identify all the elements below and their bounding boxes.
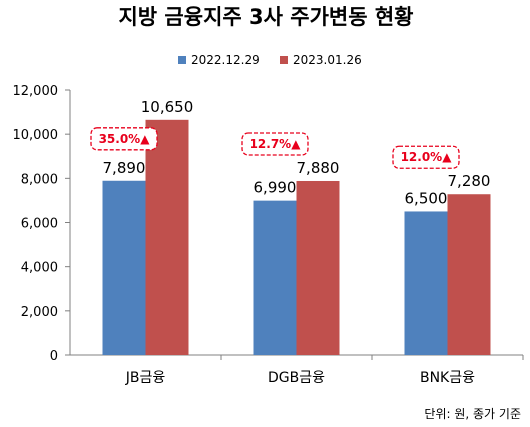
annotation-text: 12.0%▲ [401, 150, 453, 164]
data-label: 7,880 [297, 159, 340, 177]
x-category-label: BNK금융 [420, 370, 475, 386]
data-label: 7,890 [103, 159, 146, 177]
y-tick-label: 6,000 [21, 217, 58, 232]
change-annotation: 12.7%▲ [241, 132, 309, 156]
legend-label-series-2: 2023.01.26 [293, 53, 362, 67]
y-tick-label: 4,000 [21, 261, 58, 276]
y-tick-label: 2,000 [21, 305, 58, 320]
unit-note: 단위: 원, 종가 기준 [424, 407, 521, 421]
annotation-text: 35.0%▲ [99, 132, 151, 146]
change-annotation: 35.0%▲ [90, 127, 158, 151]
annotation-text: 12.7%▲ [250, 137, 302, 151]
bar-series-2 [447, 194, 491, 355]
data-label: 6,990 [254, 179, 297, 197]
x-category-label: JB금융 [125, 370, 166, 386]
bar-series-1 [404, 211, 448, 355]
data-label: 10,650 [141, 98, 194, 116]
legend-swatch-series-2 [280, 56, 288, 64]
bar-series-1 [102, 180, 146, 355]
data-label: 7,280 [448, 172, 491, 190]
chart-title: 지방 금융지주 3사 주가변동 현황 [118, 5, 413, 29]
axes: 0 2,000 4,000 6,000 8,000 10,000 12,000 JB금융 DGB… [13, 84, 524, 386]
change-annotation: 12.0%▲ [392, 145, 460, 169]
y-tick-label: 8,000 [21, 172, 58, 187]
data-label: 6,500 [405, 189, 448, 207]
annotation-box [90, 127, 158, 151]
legend: 2022.12.29 2023.01.26 [178, 53, 362, 67]
y-tick-label: 0 [50, 349, 58, 364]
bar-series-2 [145, 119, 189, 355]
y-tick-label: 12,000 [13, 84, 59, 99]
annotations: 35.0%▲ 12.7%▲ 12.0%▲ [90, 127, 460, 169]
legend-label-series-1: 2022.12.29 [191, 53, 260, 67]
legend-swatch-series-1 [178, 56, 186, 64]
bar-series-2 [296, 180, 340, 355]
annotation-box [241, 132, 309, 156]
bar-series-1 [253, 200, 297, 355]
y-tick-label: 10,000 [13, 128, 59, 143]
x-category-label: DGB금융 [268, 370, 325, 386]
annotation-box [392, 145, 460, 169]
bars [102, 119, 491, 355]
